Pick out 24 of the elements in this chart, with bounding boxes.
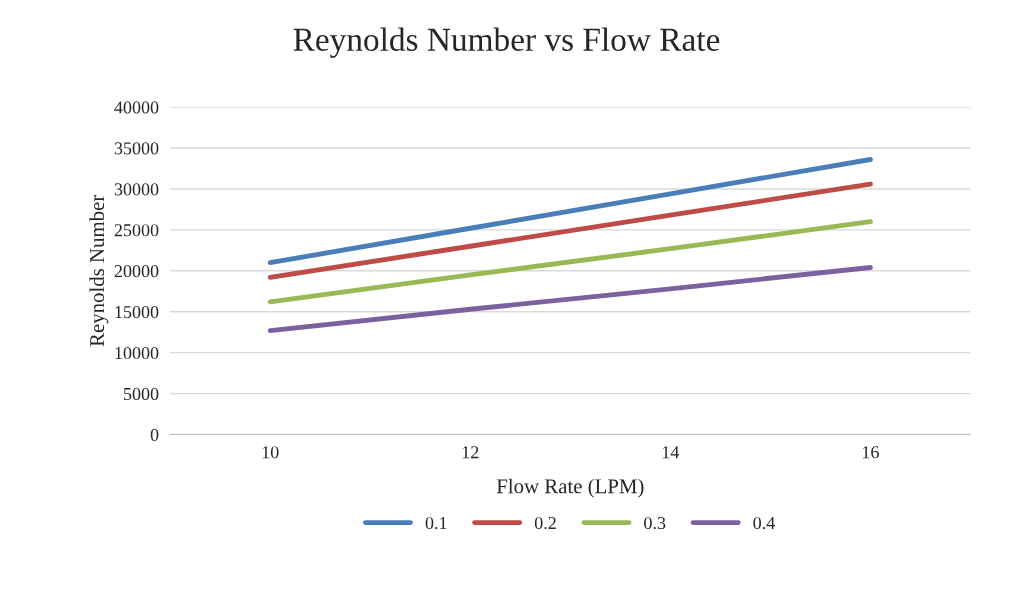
y-tick-label: 35000	[114, 142, 159, 155]
line-series	[267, 219, 873, 305]
y-tick-label: 30000	[114, 183, 159, 196]
y-tick-label: 40000	[114, 101, 159, 114]
y-tick-label: 10000	[115, 346, 159, 360]
y-tick-label: 25000	[114, 224, 159, 237]
y-tick-label: 20000	[114, 265, 159, 278]
y-tick-label: 5000	[124, 387, 159, 401]
x-tick-label: 16	[862, 446, 879, 459]
line-series	[267, 181, 873, 280]
line-series	[267, 157, 873, 266]
x-axis-title: Flow Rate (LPM)	[496, 478, 644, 498]
line-series	[267, 265, 873, 333]
y-axis-title: Reynolds Number	[89, 194, 109, 347]
legend-label: 0.1	[425, 516, 447, 530]
y-tick-label: 0	[150, 428, 159, 441]
y-tick-label: 15000	[115, 305, 159, 319]
chart-title: Reynolds Number vs Flow Rate	[293, 27, 720, 58]
legend-label: 0.3	[644, 516, 666, 530]
legend-label: 0.4	[753, 516, 775, 530]
x-tick-label: 12	[462, 446, 479, 459]
x-tick-label: 14	[662, 446, 680, 459]
legend-label: 0.2	[534, 516, 556, 530]
x-tick-label: 10	[262, 446, 279, 459]
